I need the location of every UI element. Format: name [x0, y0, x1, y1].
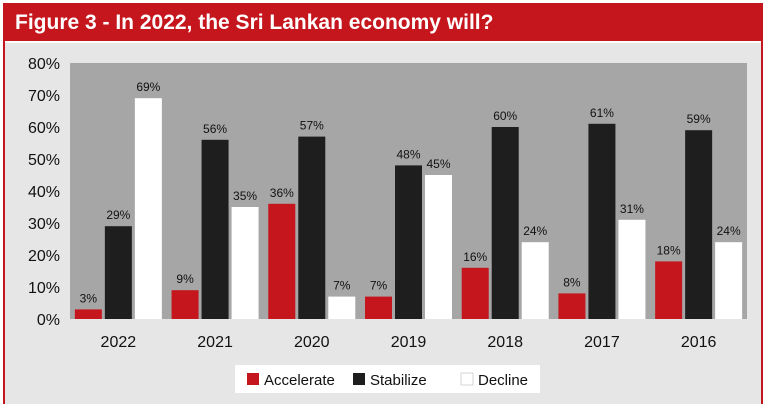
- data-label: 29%: [106, 208, 130, 222]
- bar-decline: [521, 242, 549, 319]
- x-tick-label: 2020: [294, 334, 330, 351]
- legend-label-stabilize: Stabilize: [370, 372, 427, 389]
- bar-chart: 0% 10% 20% 30% 40% 50% 60% 70% 80% 3% 29% 69% 2022 9%…: [28, 56, 747, 393]
- figure-frame: Figure 3 - In 2022, the Sri Lankan econo…: [3, 3, 763, 404]
- bar-decline: [328, 296, 356, 319]
- legend-swatch-stabilize: [353, 373, 365, 385]
- y-tick-label: 0%: [37, 312, 60, 329]
- bar-stabilize: [104, 226, 132, 319]
- legend-label-accelerate: Accelerate: [264, 372, 335, 389]
- data-label: 3%: [80, 291, 98, 305]
- bar-accelerate: [74, 309, 102, 319]
- data-label: 18%: [657, 243, 681, 257]
- bar-stabilize: [685, 130, 713, 319]
- bar-accelerate: [171, 290, 199, 319]
- y-tick-label: 80%: [28, 56, 60, 73]
- bar-accelerate: [461, 267, 489, 319]
- bar-accelerate: [365, 296, 392, 319]
- y-tick-label: 10%: [28, 280, 60, 297]
- data-label: 16%: [463, 250, 487, 264]
- data-label: 36%: [270, 186, 294, 200]
- x-tick-label: 2022: [101, 334, 137, 351]
- y-tick-label: 20%: [28, 248, 60, 265]
- data-label: 59%: [687, 112, 711, 126]
- bar-accelerate: [558, 293, 586, 319]
- chart-area: 0% 10% 20% 30% 40% 50% 60% 70% 80% 3% 29% 69% 2022 9%…: [5, 43, 761, 404]
- y-tick-label: 70%: [28, 88, 60, 105]
- x-tick-label: 2017: [584, 334, 620, 351]
- bar-stabilize: [491, 127, 519, 319]
- y-tick-label: 60%: [28, 120, 60, 137]
- y-tick-label: 40%: [28, 184, 60, 201]
- data-label: 56%: [203, 122, 227, 136]
- bar-accelerate: [268, 203, 296, 319]
- legend-box: [235, 365, 540, 393]
- data-label: 24%: [717, 224, 741, 238]
- bar-stabilize: [588, 123, 616, 319]
- bar-stabilize: [298, 136, 326, 319]
- figure-title: Figure 3 - In 2022, the Sri Lankan econo…: [5, 5, 761, 41]
- bar-decline: [715, 242, 743, 319]
- x-tick-label: 2019: [391, 334, 427, 351]
- data-label: 8%: [563, 275, 581, 289]
- x-tick-label: 2018: [487, 334, 523, 351]
- legend-swatch-decline: [460, 372, 474, 386]
- bar-decline: [425, 175, 452, 319]
- data-label: 60%: [493, 109, 517, 123]
- bar-decline: [134, 98, 162, 319]
- data-label: 24%: [523, 224, 547, 238]
- data-label: 61%: [590, 106, 614, 120]
- data-label: 35%: [233, 189, 257, 203]
- data-label: 45%: [426, 157, 450, 171]
- x-tick-label: 2016: [681, 334, 717, 351]
- data-label: 48%: [396, 147, 420, 161]
- bar-stabilize: [201, 139, 229, 319]
- data-label: 31%: [620, 202, 644, 216]
- data-label: 9%: [176, 272, 194, 286]
- y-tick-label: 30%: [28, 216, 60, 233]
- x-tick-label: 2021: [197, 334, 233, 351]
- bar-accelerate: [655, 261, 683, 319]
- bar-decline: [618, 219, 646, 319]
- data-label: 57%: [300, 119, 324, 133]
- data-label: 7%: [333, 279, 351, 293]
- legend-swatch-accelerate: [247, 373, 259, 385]
- y-tick-label: 50%: [28, 152, 60, 169]
- legend-label-decline: Decline: [478, 372, 528, 389]
- bar-stabilize: [395, 165, 422, 319]
- bar-decline: [231, 207, 259, 319]
- data-label: 69%: [136, 80, 160, 94]
- data-label: 7%: [370, 279, 388, 293]
